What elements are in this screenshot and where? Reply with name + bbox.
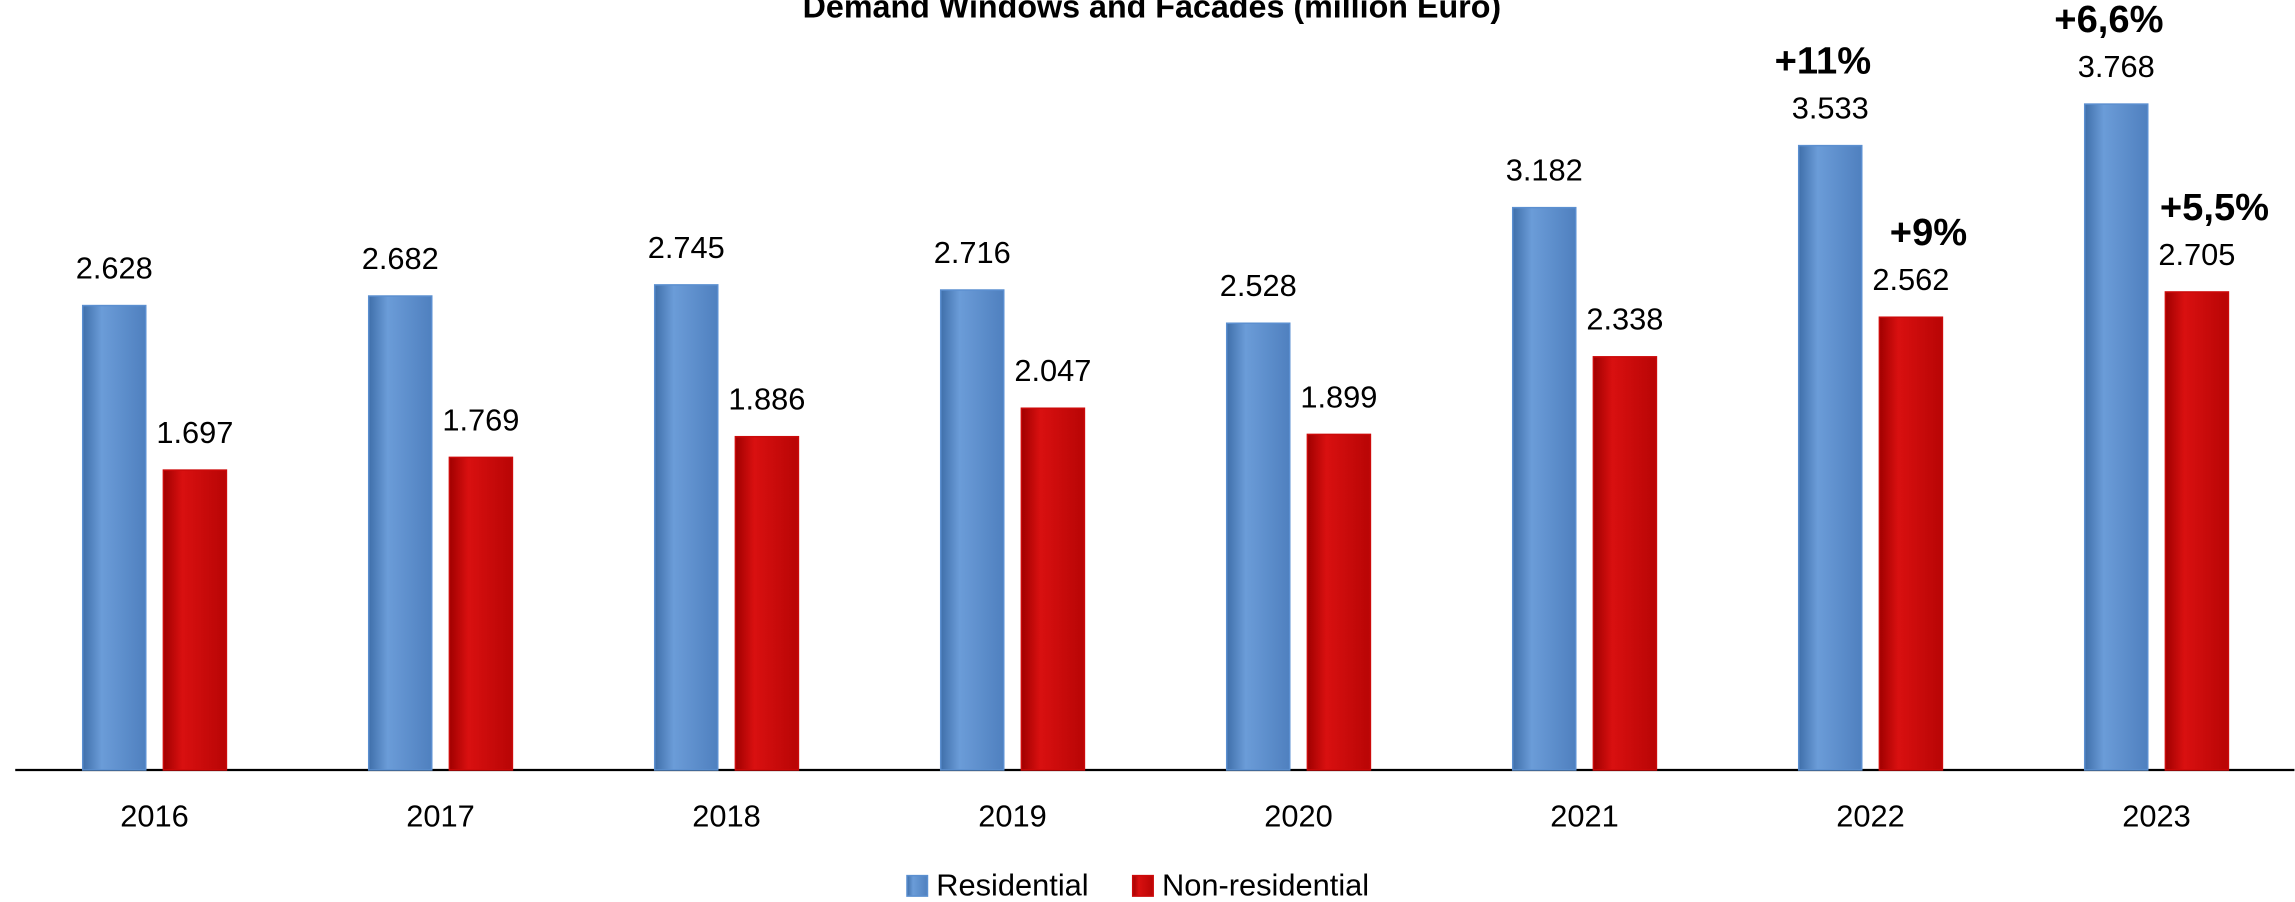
bar bbox=[1878, 316, 1944, 771]
value-label: 2.705 bbox=[2158, 237, 2235, 272]
value-label: 1.899 bbox=[1300, 379, 1377, 414]
bar bbox=[1020, 407, 1086, 771]
value-label: 2.682 bbox=[362, 241, 439, 276]
bar bbox=[653, 284, 719, 771]
bar bbox=[939, 289, 1005, 771]
x-tick-label: 2017 bbox=[406, 799, 475, 834]
legend-label: Residential bbox=[936, 867, 1088, 902]
bar bbox=[2083, 103, 2149, 771]
value-label: 2.338 bbox=[1586, 302, 1663, 337]
value-label: 2.562 bbox=[1872, 262, 1949, 297]
change-label: +11% bbox=[1775, 40, 1871, 83]
change-label: +9% bbox=[1890, 211, 1967, 254]
bar bbox=[1592, 356, 1658, 771]
bar bbox=[2164, 291, 2230, 771]
value-label: 3.533 bbox=[1792, 91, 1869, 126]
legend-swatch bbox=[906, 874, 929, 897]
bar bbox=[1797, 144, 1863, 771]
value-label: 2.528 bbox=[1220, 268, 1297, 303]
value-label: 2.628 bbox=[76, 250, 153, 285]
value-label: 1.769 bbox=[442, 402, 519, 437]
value-label: 2.047 bbox=[1014, 353, 1091, 388]
value-label: 2.716 bbox=[934, 235, 1011, 270]
legend-label: Non-residential bbox=[1162, 867, 1369, 902]
value-label: 3.768 bbox=[2078, 49, 2155, 84]
bar bbox=[81, 304, 147, 771]
x-tick-label: 2020 bbox=[1264, 799, 1333, 834]
x-tick-label: 2022 bbox=[1836, 799, 1905, 834]
change-label: +6,6% bbox=[2054, 0, 2163, 41]
value-label: 1.886 bbox=[728, 382, 805, 417]
x-tick-label: 2023 bbox=[2122, 799, 2191, 834]
bar bbox=[1306, 433, 1372, 771]
bar bbox=[734, 435, 800, 771]
bar bbox=[1225, 322, 1291, 771]
x-tick-label: 2019 bbox=[978, 799, 1047, 834]
x-tick-label: 2016 bbox=[120, 799, 189, 834]
legend-swatch bbox=[1131, 874, 1154, 897]
chart-title: Demand Windows and Facades (million Euro… bbox=[803, 0, 1502, 24]
value-label: 1.697 bbox=[156, 415, 233, 450]
bar bbox=[1511, 206, 1577, 771]
bar bbox=[448, 456, 514, 771]
x-tick-label: 2018 bbox=[692, 799, 761, 834]
value-label: 3.182 bbox=[1506, 153, 1583, 188]
change-label: +5,5% bbox=[2160, 186, 2269, 229]
value-label: 2.745 bbox=[648, 230, 725, 265]
bar bbox=[367, 295, 433, 771]
x-tick-label: 2021 bbox=[1550, 799, 1619, 834]
bar bbox=[162, 469, 228, 771]
